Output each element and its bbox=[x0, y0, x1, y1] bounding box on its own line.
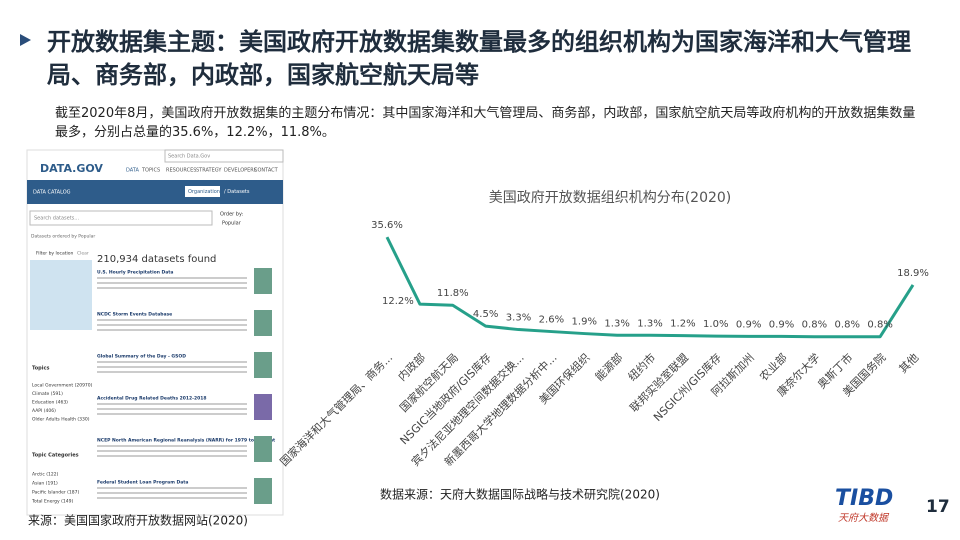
ss-topic: Older Adults Health (330) bbox=[32, 417, 90, 423]
data-label: 1.3% bbox=[637, 318, 662, 329]
chart-title: 美国政府开放数据组织机构分布(2020) bbox=[489, 190, 732, 206]
ss-topic: Climate (591) bbox=[32, 391, 63, 397]
bullet bbox=[20, 34, 31, 46]
ss-dataset-badge bbox=[254, 268, 272, 294]
ss-dataset-desc bbox=[97, 324, 247, 326]
ss-org: Organizations bbox=[188, 189, 223, 195]
x-tick-label: 能源部 bbox=[592, 350, 625, 383]
ss-nav: DEVELOPERS bbox=[224, 168, 257, 174]
ss-filter: Filter by location bbox=[36, 251, 74, 257]
ss-dataset-title: Federal Student Loan Program Data bbox=[97, 480, 188, 486]
ss-order: Order by: bbox=[220, 212, 244, 218]
ss-dataset-title: NCDC Storm Events Database bbox=[97, 312, 172, 318]
data-label: 3.3% bbox=[506, 313, 531, 324]
ss-topics-title: Topics bbox=[32, 366, 49, 372]
line bbox=[385, 236, 915, 339]
screenshot-frame bbox=[26, 149, 284, 516]
ss-dataset-desc bbox=[97, 287, 247, 289]
data-label: 11.8% bbox=[437, 288, 469, 299]
ss-org-btn bbox=[185, 186, 220, 197]
ss-categories-title: Topic Categories bbox=[32, 453, 79, 459]
ss-topic-cat: Total Energy (149) bbox=[31, 499, 73, 505]
ss-nav: RESOURCES bbox=[166, 168, 196, 174]
ss-dataset-desc bbox=[97, 445, 247, 447]
data-label: 12.2% bbox=[382, 296, 414, 307]
ss-dataset-desc bbox=[97, 408, 247, 410]
page-number: 17 bbox=[926, 497, 950, 517]
ss-dataset-desc bbox=[97, 487, 247, 489]
ss-dataset-desc bbox=[97, 319, 247, 321]
ss-topic-cat: Asian (191) bbox=[32, 481, 58, 487]
ss-search-box bbox=[164, 149, 284, 163]
data-label: 18.9% bbox=[897, 268, 929, 279]
ss-search-datasets-box bbox=[29, 210, 213, 226]
ss-found: 210,934 datasets found bbox=[97, 254, 216, 265]
ss-dataset-badge bbox=[254, 394, 272, 420]
image-source: 来源：美国国家政府开放数据网站(2020) bbox=[28, 513, 248, 528]
ss-catalog: DATA CATALOG bbox=[33, 190, 71, 196]
ss-popular: Popular bbox=[222, 221, 242, 227]
data-label: 1.0% bbox=[703, 319, 728, 330]
data-label: 0.8% bbox=[835, 320, 860, 331]
ss-dataset-desc bbox=[97, 450, 247, 452]
ss-dataset-title: NCEP North American Regional Reanalysis … bbox=[97, 438, 276, 444]
ss-dataset-desc bbox=[97, 455, 247, 457]
ss-topic: Education (463) bbox=[32, 400, 68, 406]
x-tick-label: 联邦实验室联盟 bbox=[627, 350, 691, 414]
ss-topic-cat: Arctic (122) bbox=[32, 472, 59, 478]
ss-dataset-desc bbox=[97, 371, 247, 373]
ss-ordered: Datasets ordered by Popular bbox=[31, 234, 95, 240]
data-label: 1.9% bbox=[572, 317, 597, 328]
ss-dataset-badge bbox=[254, 352, 272, 378]
x-tick-label: 国家航空航天局 bbox=[397, 350, 461, 414]
map bbox=[30, 260, 92, 330]
ss-dataset-desc bbox=[97, 403, 247, 405]
paragraph: 截至2020年8月，美国政府开放数据集的主题分布情况：其中国家海洋和大气管理局、… bbox=[55, 106, 916, 140]
chart-source: 数据来源：天府大数据国际战略与技术研究院(2020) bbox=[380, 487, 660, 502]
x-tick-label: 国家海洋和大气管理局、商务... bbox=[277, 350, 395, 468]
ss-dataset-desc bbox=[97, 361, 247, 363]
ss-dataset-desc bbox=[97, 366, 247, 368]
ss-logo: DATA.GOV bbox=[40, 162, 103, 175]
data-label: 4.5% bbox=[473, 309, 498, 320]
logo-sub: 天府大数据 bbox=[838, 512, 890, 524]
slide-title: 开放数据集主题：美国政府开放数据集数量最多的组织机构为国家海洋和大气管理局、商务… bbox=[47, 28, 911, 89]
x-tick-label: 其他 bbox=[896, 351, 921, 376]
data-label: 1.2% bbox=[670, 319, 695, 330]
data-label: 1.3% bbox=[604, 318, 629, 329]
ss-topic: AAPI (406) bbox=[32, 408, 56, 414]
ss-dataset-desc bbox=[97, 329, 247, 331]
logo: TIBD bbox=[835, 486, 893, 511]
ss-dataset-desc bbox=[97, 492, 247, 494]
ss-crumb: / Datasets bbox=[224, 189, 250, 195]
ss-search: Search Data.Gov bbox=[168, 154, 210, 160]
ss-dataset-desc bbox=[97, 497, 247, 499]
ss-dataset-desc bbox=[97, 282, 247, 284]
ss-dataset-desc bbox=[97, 413, 247, 415]
ss-nav: TOPICS bbox=[141, 168, 160, 174]
data-label: 2.6% bbox=[539, 315, 564, 326]
data-label: 0.9% bbox=[769, 319, 794, 330]
ss-dataset-title: Accidental Drug Related Deaths 2012-2018 bbox=[97, 396, 207, 402]
ss-clear: Clear bbox=[77, 251, 89, 257]
ss-dataset-desc bbox=[97, 277, 247, 279]
ss-nav: DATA bbox=[126, 168, 139, 174]
ss-dataset-badge bbox=[254, 310, 272, 336]
data-label: 35.6% bbox=[371, 220, 403, 231]
ss-nav: CONTACT bbox=[254, 168, 279, 174]
catalog-bar bbox=[27, 180, 283, 204]
ss-topic-cat: Pacific Islander (187) bbox=[32, 490, 80, 496]
data-label: 0.9% bbox=[736, 319, 761, 330]
ss-dataset-badge bbox=[254, 436, 272, 462]
data-label: 0.8% bbox=[802, 320, 827, 331]
ss-search-datasets: Search datasets... bbox=[34, 216, 79, 222]
ss-dataset-badge bbox=[254, 478, 272, 504]
ss-nav: STRATEGY bbox=[196, 168, 222, 174]
ss-topic: Local Government (20970) bbox=[32, 383, 93, 389]
ss-dataset-title: Global Summary of the Day - GSOD bbox=[97, 354, 186, 360]
data-label: 0.8% bbox=[867, 320, 892, 331]
ss-dataset-title: U.S. Hourly Precipitation Data bbox=[97, 270, 173, 276]
